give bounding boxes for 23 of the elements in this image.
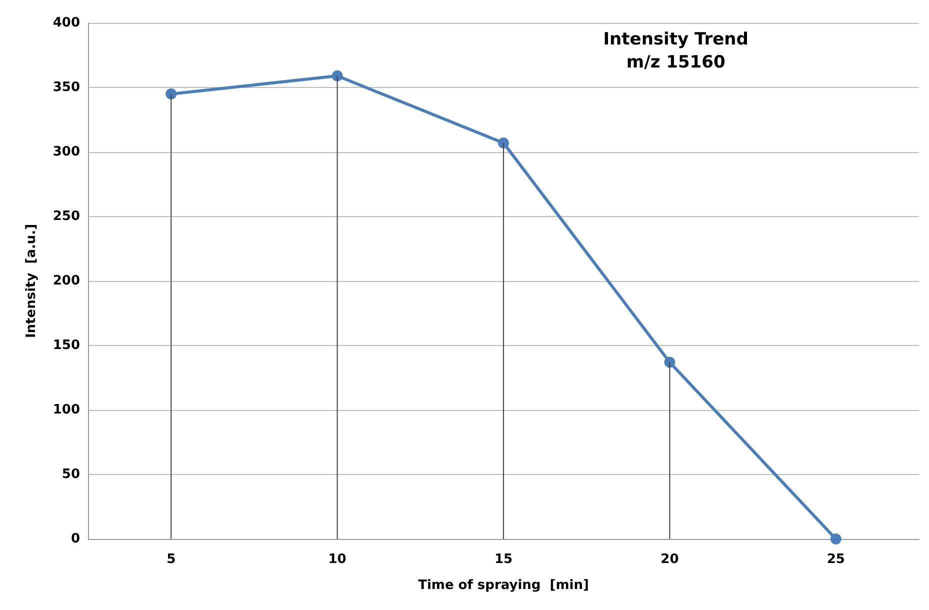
point	[332, 70, 343, 82]
y-tick-label: 350	[52, 80, 80, 95]
text: m/z 15160	[626, 52, 726, 72]
point	[498, 137, 509, 148]
chart-title: Intensity Trend	[603, 30, 748, 50]
y-axis-title: Intensity [a.u.]	[24, 224, 39, 338]
x-axis-title: Time of spraying [min]	[418, 578, 589, 593]
y-tick-label: 150	[52, 338, 80, 353]
y-tick-label: 200	[52, 274, 80, 288]
x-tick-label: 10	[328, 552, 346, 567]
y-tick-label: 100	[52, 402, 80, 418]
x-tick-label: 25	[826, 552, 845, 567]
x-tick-label: 20	[660, 552, 679, 567]
y-tick-label: 300	[52, 144, 80, 160]
y-tick-label: 50	[62, 467, 80, 482]
y-tick-label: 0	[70, 532, 80, 546]
point	[664, 356, 676, 368]
y-tick-label: 400	[52, 16, 80, 30]
y-tick-label: 250	[52, 209, 80, 224]
point	[166, 88, 177, 100]
x-tick-label: 5	[166, 552, 176, 567]
point	[830, 534, 842, 544]
x-tick-label: 15	[494, 552, 513, 567]
